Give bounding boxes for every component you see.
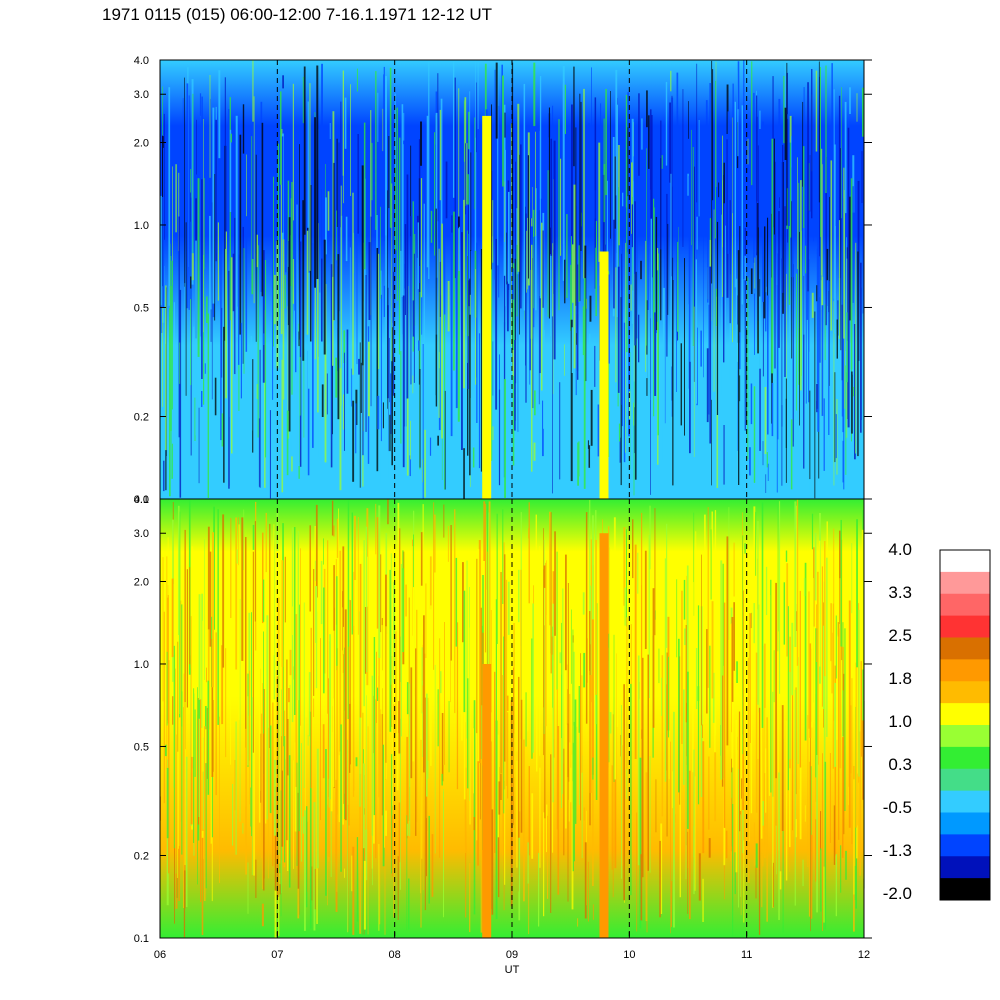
colorbar-swatch [940, 856, 990, 879]
x-tick-label: 08 [389, 949, 401, 961]
x-tick-label: 10 [623, 949, 635, 961]
colorbar-swatch [940, 593, 990, 617]
feature-band-2 [599, 533, 609, 938]
colorbar-swatch [940, 768, 990, 792]
feature-band-1 [482, 115, 492, 500]
colorbar: 4.0 3.3 2.5 1.8 1.0 0.3 -0.5 -1.3 -2.0 [883, 540, 991, 903]
colorbar-label: -1.3 [883, 841, 912, 860]
colorbar-swatch [940, 637, 990, 660]
x-tick-label: 12 [858, 949, 870, 961]
colorbar-swatch [940, 878, 990, 901]
panel-texture [160, 60, 864, 499]
y-tick-label: 2.0 [134, 577, 149, 589]
colorbar-swatch [940, 725, 990, 748]
colorbar-swatch [940, 681, 990, 704]
x-tick-label: 07 [271, 949, 283, 961]
colorbar-swatch [940, 659, 990, 682]
colorbar-label: -2.0 [883, 884, 912, 903]
colorbar-swatch [940, 834, 990, 857]
panel-top: 4.0 3.0 2.0 1.0 0.5 0.2 0.1 [134, 55, 872, 506]
colorbar-label: 0.3 [888, 755, 912, 774]
y-tick-label: 1.0 [134, 659, 149, 671]
colorbar-label: -0.5 [883, 798, 912, 817]
colorbar-label: 3.3 [888, 583, 912, 602]
y-tick-label: 0.2 [134, 851, 149, 863]
panels-group: 4.03.02.01.00.50.20.14.03.02.01.00.50.20… [134, 55, 872, 945]
feature-band-1 [482, 664, 492, 938]
colorbar-swatch [940, 790, 990, 814]
colorbar-swatch [940, 615, 990, 639]
colorbar-swatch [940, 703, 990, 726]
feature-band-2 [599, 251, 609, 499]
colorbar-label: 2.5 [888, 626, 912, 645]
y-tick-label: 0.2 [134, 412, 149, 424]
colorbar-frame [939, 549, 991, 901]
x-axis-label: UT [505, 964, 520, 976]
x-axis: 06 07 08 09 10 11 12 UT [154, 932, 870, 976]
y-tick-label: 2.0 [134, 138, 149, 150]
x-tick-label: 09 [506, 949, 518, 961]
x-tick-label: 11 [741, 949, 752, 961]
colorbar-label: 4.0 [888, 540, 912, 559]
colorbar-swatch [940, 746, 990, 770]
panel-bottom: 4.0 3.0 2.0 1.0 0.5 0.2 0.1 [134, 494, 872, 945]
colorbar-swatch [940, 550, 990, 573]
colorbar-swatch [940, 812, 990, 835]
y-tick-label: 0.1 [134, 933, 149, 945]
y-tick-label: 4.0 [134, 55, 149, 67]
y-tick-label: 3.0 [134, 528, 149, 540]
y-tick-label: 4.0 [134, 494, 149, 506]
y-tick-label: 0.5 [134, 742, 149, 754]
colorbar-swatch [940, 571, 990, 595]
chart-title: 1971 0115 (015) 06:00-12:00 7-16.1.1971 … [102, 5, 493, 24]
y-tick-label: 1.0 [134, 220, 149, 232]
colorbar-label: 1.8 [888, 669, 912, 688]
y-tick-label: 3.0 [134, 89, 149, 101]
x-tick-label: 06 [154, 949, 166, 961]
y-tick-label: 0.1 [134, 494, 149, 506]
colorbar-label: 1.0 [888, 712, 912, 731]
y-tick-label: 0.5 [134, 303, 149, 315]
